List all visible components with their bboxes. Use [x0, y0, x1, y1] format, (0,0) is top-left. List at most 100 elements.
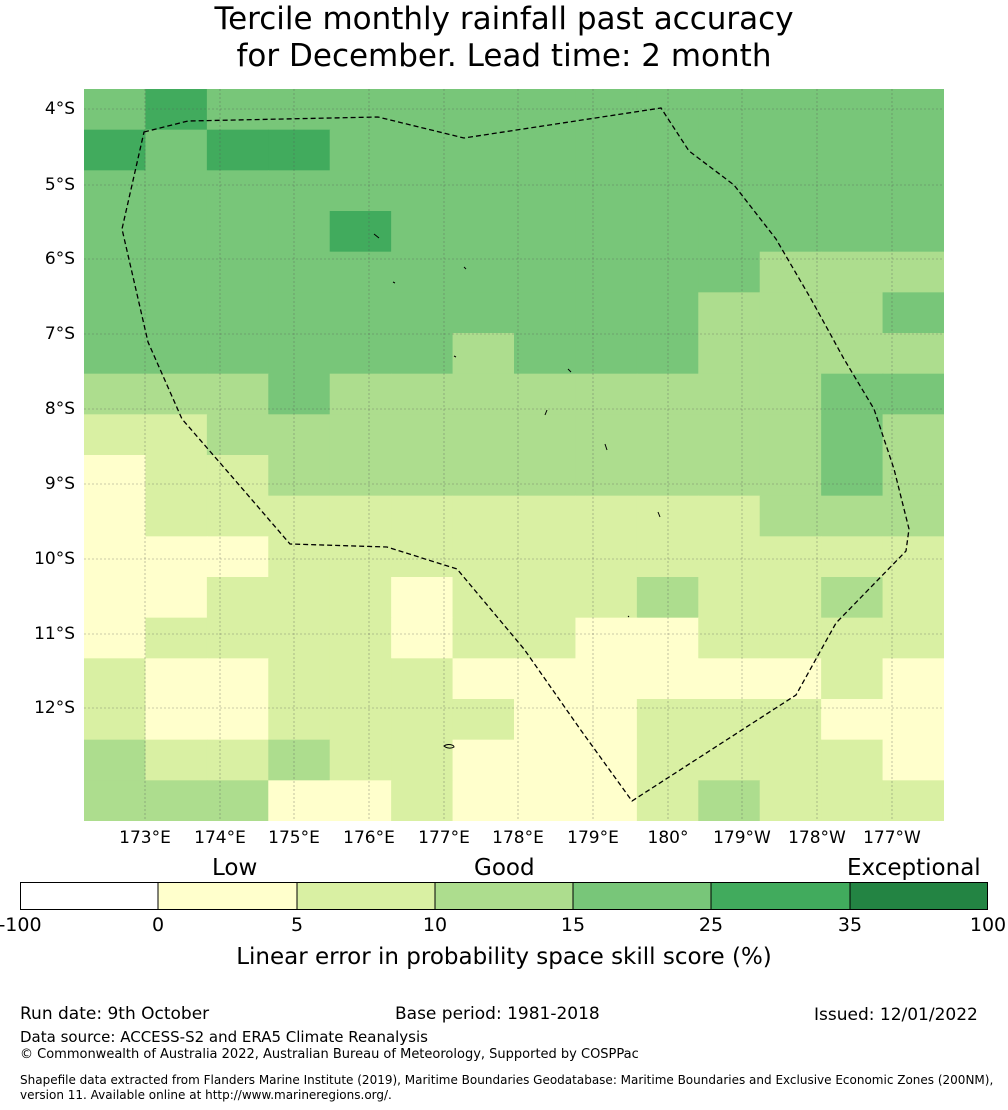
grid-cell: [84, 699, 147, 741]
grid-cell: [575, 211, 638, 253]
grid-cell: [84, 577, 147, 619]
grid-cell: [514, 455, 577, 497]
grid-cell: [329, 414, 392, 456]
grid-cell: [145, 211, 208, 253]
colorbar-tick: 15: [560, 914, 586, 936]
grid-cell: [575, 577, 638, 619]
grid-cell: [759, 577, 822, 619]
grid-cell: [698, 658, 761, 700]
grid-cell: [329, 129, 392, 171]
island: [627, 615, 630, 618]
grid-cell: [882, 414, 944, 456]
category-good: Good: [474, 855, 535, 881]
grid-cell: [391, 129, 454, 171]
grid-cell: [329, 292, 392, 334]
grid-cell: [759, 251, 822, 293]
grid-cell: [145, 333, 208, 375]
grid-cell: [268, 292, 331, 334]
grid-cell: [84, 414, 147, 456]
grid-cell: [206, 89, 269, 131]
grid-cell: [452, 739, 515, 781]
grid-cell: [514, 211, 577, 253]
colorbar-segment: [850, 882, 988, 910]
grid-cell: [698, 414, 761, 456]
grid-cell: [84, 495, 147, 537]
grid-cell: [329, 658, 392, 700]
colorbar-segment: [711, 882, 850, 910]
grid-cell: [759, 658, 822, 700]
eez-boundary: [121, 107, 910, 802]
grid-cell: [452, 455, 515, 497]
grid-cell: [698, 89, 761, 131]
grid-cell: [268, 455, 331, 497]
grid-cell: [206, 211, 269, 253]
grid-cell: [514, 251, 577, 293]
grid-cell: [575, 251, 638, 293]
issued-date: Issued: 12/01/2022: [814, 1005, 978, 1025]
grid-cell: [514, 333, 577, 375]
island: [373, 233, 380, 239]
grid-cell: [84, 89, 147, 131]
grid-cell: [145, 495, 208, 537]
grid-cell: [145, 699, 208, 741]
grid-cell: [145, 129, 208, 171]
grid-cell: [759, 129, 822, 171]
grid-cell: [391, 577, 454, 619]
grid-cell: [206, 455, 269, 497]
grid-cell: [821, 373, 884, 415]
grid-cell: [268, 373, 331, 415]
island: [463, 266, 467, 270]
grid-cell: [145, 414, 208, 456]
island: [604, 443, 608, 451]
lon-label: 179°W: [713, 828, 771, 848]
lat-label: 9°S: [44, 474, 75, 494]
island: [567, 368, 572, 373]
grid-cell: [452, 292, 515, 334]
lat-label: 12°S: [34, 698, 75, 718]
lat-label: 8°S: [44, 399, 75, 419]
grid-cell: [821, 617, 884, 659]
grid-cell: [514, 373, 577, 415]
grid-cell: [698, 536, 761, 578]
grid-cell: [759, 495, 822, 537]
grid-cell: [84, 333, 147, 375]
grid-cell: [84, 780, 147, 821]
grid-cell: [452, 89, 515, 131]
grid-cell: [821, 251, 884, 293]
grid-cell: [452, 170, 515, 212]
grid-cell: [821, 170, 884, 212]
grid-cell: [391, 780, 454, 821]
grid-cell: [329, 617, 392, 659]
grid-cell: [452, 699, 515, 741]
grid-cell: [882, 617, 944, 659]
grid-cell: [391, 739, 454, 781]
grid-cell: [84, 658, 147, 700]
grid-cell: [759, 414, 822, 456]
grid-cell: [759, 211, 822, 253]
lon-label: 174°E: [194, 828, 246, 848]
grid-cell: [329, 536, 392, 578]
copyright: © Commonwealth of Australia 2022, Austra…: [20, 1047, 639, 1062]
data-source: Data source: ACCESS-S2 and ERA5 Climate …: [20, 1028, 428, 1046]
grid-cell: [698, 333, 761, 375]
shapefile-credit-line-2: version 11. Available online at http://w…: [20, 1088, 392, 1102]
colorbar-segment: [158, 882, 297, 910]
grid-cell: [575, 455, 638, 497]
grid-cell: [206, 292, 269, 334]
grid-cell: [145, 373, 208, 415]
grid-cell: [268, 170, 331, 212]
grid-cell: [268, 129, 331, 171]
grid-cell: [452, 577, 515, 619]
grid-cell: [698, 780, 761, 821]
lat-label: 11°S: [34, 624, 75, 644]
grid-cell: [268, 577, 331, 619]
colorbar: [20, 882, 988, 910]
grid-cell: [759, 780, 822, 821]
grid-cell: [206, 739, 269, 781]
grid-cell: [821, 333, 884, 375]
grid-cell: [821, 495, 884, 537]
grid-cell: [84, 292, 147, 334]
grid-cell: [575, 129, 638, 171]
grid-cell: [882, 333, 944, 375]
island: [392, 281, 396, 284]
